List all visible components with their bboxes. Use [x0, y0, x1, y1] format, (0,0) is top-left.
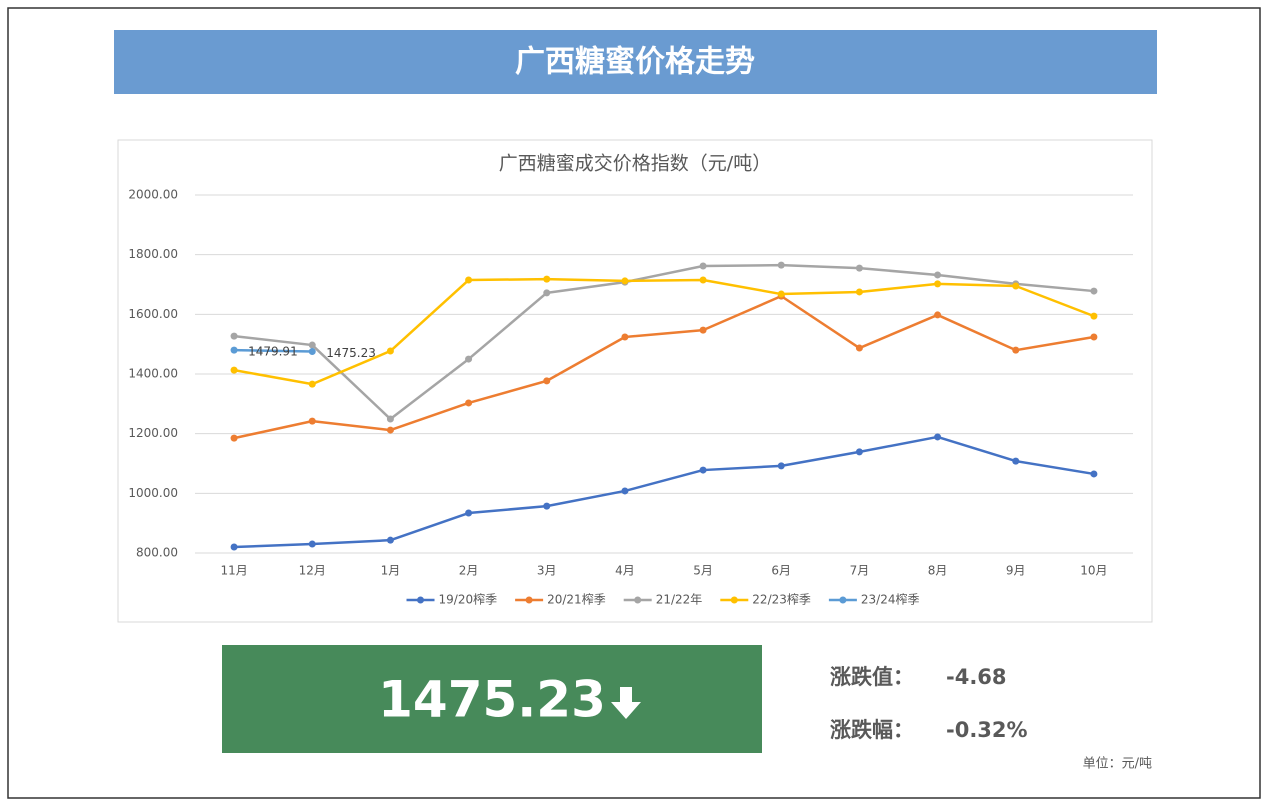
series-point	[386, 426, 394, 434]
x-tick-label: 8月	[928, 564, 948, 578]
series-point	[855, 288, 863, 296]
y-tick-label: 2000.00	[128, 188, 178, 202]
legend-marker	[417, 596, 425, 604]
x-tick-label: 12月	[299, 564, 326, 578]
series-point	[465, 276, 473, 284]
legend-marker	[634, 596, 642, 604]
data-label: 1479.91	[248, 345, 298, 359]
y-tick-label: 1000.00	[128, 486, 178, 500]
series-line	[233, 294, 1095, 440]
series-point	[855, 448, 863, 456]
data-label: 1475.23	[326, 346, 376, 360]
series-point	[777, 290, 785, 298]
series-point	[1090, 312, 1098, 320]
x-tick-label: 6月	[771, 564, 791, 578]
change-label: 涨跌值：	[830, 665, 914, 689]
series-point	[699, 276, 707, 284]
y-tick-label: 800.00	[136, 546, 178, 560]
series-point	[777, 261, 785, 269]
series-point	[465, 509, 473, 517]
series-point	[308, 417, 316, 425]
chart-frame	[117, 139, 1153, 623]
x-tick-label: 2月	[459, 564, 479, 578]
x-tick-label: 11月	[220, 564, 247, 578]
x-tick-label: 9月	[1006, 564, 1026, 578]
series-point	[934, 433, 942, 441]
series-point	[230, 332, 238, 340]
series-point	[230, 366, 238, 374]
pct-label: 涨跌幅：	[830, 718, 914, 742]
y-tick-label: 1600.00	[128, 307, 178, 321]
series-point	[230, 346, 238, 354]
legend-label: 19/20榨季	[439, 592, 498, 607]
series-point	[934, 311, 942, 319]
series-point	[934, 271, 942, 279]
x-tick-label: 1月	[381, 564, 401, 578]
series-point	[777, 462, 785, 470]
series-line	[233, 277, 1095, 386]
plot: 800.00 1000.00 1200.00 1400.00 1600.00 1800.0…	[128, 188, 1133, 607]
legend-label: 21/22年	[656, 593, 703, 607]
pct-value: -0.32%	[946, 718, 1028, 742]
chart-title: 广西糖蜜成交价格指数（元/吨）	[499, 153, 771, 175]
series-point	[934, 280, 942, 288]
series-line	[233, 263, 1095, 421]
banner	[114, 30, 1157, 94]
legend-label: 23/24榨季	[861, 592, 920, 607]
series-point	[386, 536, 394, 544]
legend-label: 22/23榨季	[752, 592, 811, 607]
banner-title: 广西糖蜜价格走势	[515, 45, 755, 80]
series-point	[308, 341, 316, 349]
series-point	[1090, 470, 1098, 478]
price-value: 1475.23	[378, 671, 606, 729]
series-point	[465, 355, 473, 363]
x-tick-label: 3月	[537, 564, 557, 578]
series-point	[1012, 282, 1020, 290]
series-point	[1090, 333, 1098, 341]
series-point	[699, 326, 707, 334]
series-point	[1012, 346, 1020, 354]
series-point	[386, 415, 394, 423]
series-point	[230, 543, 238, 551]
series-point	[621, 487, 629, 495]
series-point	[699, 262, 707, 270]
y-tick-label: 1200.00	[128, 426, 178, 440]
down-arrow	[611, 687, 641, 719]
legend-label: 20/21榨季	[547, 592, 606, 607]
y-tick-label: 1800.00	[128, 247, 178, 261]
series-point	[855, 264, 863, 272]
change-value: -4.68	[946, 665, 1007, 689]
series-point	[308, 380, 316, 388]
series-point	[543, 275, 551, 283]
series-point	[465, 399, 473, 407]
series-line	[234, 435, 1095, 549]
x-tick-label: 10月	[1080, 564, 1107, 578]
series-point	[308, 348, 316, 356]
series-point	[230, 434, 238, 442]
series-line	[234, 348, 313, 353]
unit-note: 单位：元/吨	[1083, 757, 1152, 772]
series-point	[386, 347, 394, 355]
price-box	[222, 645, 762, 753]
series-point	[1090, 287, 1098, 295]
series-point	[855, 344, 863, 352]
legend-marker	[839, 596, 847, 604]
series-point	[699, 466, 707, 474]
series-point	[621, 333, 629, 341]
y-tick-label: 1400.00	[128, 367, 178, 381]
x-tick-label: 5月	[693, 564, 713, 578]
series-point	[621, 277, 629, 285]
legend-marker	[525, 596, 533, 604]
series-point	[543, 377, 551, 385]
series-point	[1012, 457, 1020, 465]
x-tick-label: 7月	[850, 564, 870, 578]
legend-marker	[730, 596, 738, 604]
series-point	[543, 502, 551, 510]
series-point	[308, 540, 316, 548]
series-point	[543, 289, 551, 297]
x-tick-label: 4月	[615, 564, 635, 578]
